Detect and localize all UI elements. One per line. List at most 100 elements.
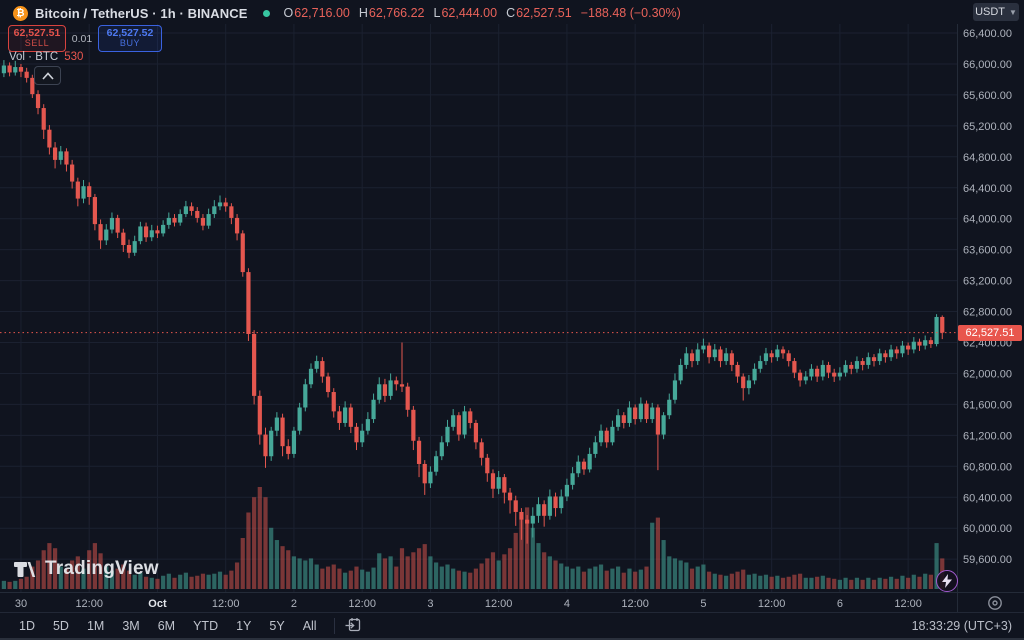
volume-bar bbox=[360, 569, 365, 589]
volume-bar bbox=[286, 550, 291, 589]
price-tick-label[interactable]: 65,200.00 bbox=[963, 121, 1012, 133]
price-tick-label[interactable]: 62,000.00 bbox=[963, 368, 1012, 380]
time-tick-label[interactable]: 6 bbox=[837, 598, 843, 610]
range-1y[interactable]: 1Y bbox=[236, 618, 252, 633]
candle-body bbox=[468, 411, 473, 423]
price-tick-label[interactable]: 62,800.00 bbox=[963, 307, 1012, 319]
buy-button[interactable]: 62,527.52 BUY bbox=[98, 25, 162, 52]
ohlc-values: O 62,716.00 H 62,766.22 L 62,444.00 C 62,527… bbox=[284, 6, 681, 20]
candle-body bbox=[172, 217, 177, 223]
time-tick-label[interactable]: 3 bbox=[427, 598, 433, 610]
volume-bar bbox=[724, 575, 729, 589]
candle-body bbox=[701, 345, 706, 350]
volume-bar bbox=[769, 576, 774, 589]
volume-bar bbox=[684, 562, 689, 589]
time-tick-label[interactable]: 12:00 bbox=[758, 598, 786, 610]
scroll-to-realtime-button[interactable] bbox=[986, 594, 1004, 617]
go-to-date-button[interactable] bbox=[345, 617, 362, 634]
boost-button[interactable] bbox=[936, 570, 958, 592]
buy-price: 62,527.52 bbox=[106, 26, 154, 39]
time-tick-label[interactable]: Oct bbox=[148, 598, 167, 610]
order-panel: 62,527.51 SELL 0.01 62,527.52 BUY bbox=[8, 25, 162, 52]
price-tick-label[interactable]: 60,800.00 bbox=[963, 461, 1012, 473]
volume-bar bbox=[627, 568, 632, 589]
chart-marker[interactable] bbox=[34, 66, 61, 85]
candle-body bbox=[564, 484, 570, 497]
range-3m[interactable]: 3M bbox=[122, 618, 140, 633]
volume-bar bbox=[354, 566, 359, 589]
candle-body bbox=[280, 417, 285, 447]
candle-body bbox=[633, 407, 638, 420]
price-tick-label[interactable]: 61,200.00 bbox=[963, 430, 1012, 442]
price-tick-label[interactable]: 65,600.00 bbox=[963, 90, 1012, 102]
price-tick-label[interactable]: 66,000.00 bbox=[963, 59, 1012, 71]
time-tick-label[interactable]: 12:00 bbox=[621, 598, 649, 610]
price-tick-label[interactable]: 64,000.00 bbox=[963, 214, 1012, 226]
candle-body bbox=[47, 129, 52, 148]
volume-legend[interactable]: Vol · BTC 530 bbox=[9, 51, 83, 63]
candle-body bbox=[587, 453, 592, 470]
time-tick-label[interactable]: 5 bbox=[700, 598, 706, 610]
range-ytd[interactable]: YTD bbox=[193, 618, 219, 633]
candle-body bbox=[627, 407, 632, 423]
candle-body bbox=[286, 446, 291, 454]
time-tick-label[interactable]: 12:00 bbox=[485, 598, 513, 610]
candle-body bbox=[775, 349, 780, 358]
sell-button[interactable]: 62,527.51 SELL bbox=[8, 25, 66, 52]
volume-bar bbox=[58, 566, 63, 589]
candle-body bbox=[439, 442, 444, 457]
volume-bar bbox=[809, 577, 814, 589]
time-tick-label[interactable]: 2 bbox=[291, 598, 297, 610]
candle-body bbox=[826, 364, 831, 373]
price-tick-label[interactable]: 61,600.00 bbox=[963, 399, 1012, 411]
range-1m[interactable]: 1M bbox=[86, 618, 105, 633]
time-tick-label[interactable]: 12:00 bbox=[348, 598, 376, 610]
price-tick-label[interactable]: 60,000.00 bbox=[963, 523, 1012, 535]
range-all[interactable]: All bbox=[302, 618, 317, 633]
candle-body bbox=[320, 361, 325, 377]
time-tick-label[interactable]: 30 bbox=[15, 598, 27, 610]
volume-bar bbox=[70, 560, 75, 589]
candle-body bbox=[877, 353, 882, 362]
time-tick-label[interactable]: 12:00 bbox=[212, 598, 240, 610]
candle-body bbox=[206, 214, 211, 226]
close-label: C bbox=[506, 6, 516, 20]
price-tick-label[interactable]: 60,400.00 bbox=[963, 492, 1012, 504]
price-tick-label[interactable]: 59,600.00 bbox=[963, 554, 1012, 566]
candle-body bbox=[269, 430, 274, 457]
price-tick-label[interactable]: 64,800.00 bbox=[963, 152, 1012, 164]
range-1d[interactable]: 1D bbox=[19, 618, 35, 633]
volume-bar bbox=[263, 497, 268, 589]
range-5y[interactable]: 5Y bbox=[269, 618, 285, 633]
price-tick-label[interactable]: 64,400.00 bbox=[963, 183, 1012, 195]
volume-bar bbox=[928, 574, 933, 589]
volume-bar bbox=[849, 579, 854, 589]
currency-dropdown[interactable]: USDT ▼ bbox=[973, 3, 1019, 21]
volume-bar bbox=[559, 563, 564, 589]
volume-bar bbox=[75, 556, 80, 589]
candle-body bbox=[559, 496, 564, 509]
time-tick-label[interactable]: 12:00 bbox=[894, 598, 922, 610]
range-6m[interactable]: 6M bbox=[157, 618, 176, 633]
candle-body bbox=[52, 147, 58, 160]
candle-body bbox=[883, 353, 888, 358]
close-value: 62,527.51 bbox=[516, 6, 572, 20]
range-5d[interactable]: 5D bbox=[52, 618, 69, 633]
candle-body bbox=[650, 407, 655, 420]
volume-bar bbox=[485, 558, 490, 589]
go-to-date-icon bbox=[345, 618, 360, 632]
volume-bar bbox=[468, 572, 473, 589]
candle-body bbox=[456, 415, 461, 435]
time-tick-label[interactable]: 4 bbox=[564, 598, 570, 610]
buy-label: BUY bbox=[119, 38, 141, 49]
candle-body bbox=[911, 341, 916, 350]
price-tick-label[interactable]: 66,400.00 bbox=[963, 28, 1012, 40]
time-tick-label[interactable]: 12:00 bbox=[75, 598, 103, 610]
price-tick-label[interactable]: 63,200.00 bbox=[963, 276, 1012, 288]
clock[interactable]: 18:33:29 (UTC+3) bbox=[911, 618, 1012, 633]
symbol-title[interactable]: Bitcoin / TetherUS · 1h · BINANCE bbox=[35, 5, 248, 21]
volume-bar bbox=[803, 577, 808, 589]
price-tick-label[interactable]: 63,600.00 bbox=[963, 245, 1012, 257]
candle-body bbox=[888, 349, 894, 358]
